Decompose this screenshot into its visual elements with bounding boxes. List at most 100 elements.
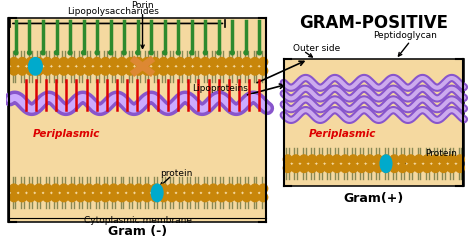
Circle shape xyxy=(324,164,333,173)
Circle shape xyxy=(365,155,374,164)
Circle shape xyxy=(122,51,126,55)
Circle shape xyxy=(95,51,99,55)
Circle shape xyxy=(35,58,43,66)
Circle shape xyxy=(101,184,110,193)
Circle shape xyxy=(439,164,448,173)
Text: Outer side: Outer side xyxy=(293,44,341,53)
Circle shape xyxy=(292,155,300,164)
Circle shape xyxy=(167,184,176,193)
Circle shape xyxy=(456,164,465,173)
Circle shape xyxy=(209,66,218,75)
Circle shape xyxy=(201,58,210,66)
Text: Lipopolysaccharides: Lipopolysaccharides xyxy=(67,7,159,16)
Circle shape xyxy=(283,155,292,164)
Text: Gram(+): Gram(+) xyxy=(343,192,403,205)
Circle shape xyxy=(184,66,193,75)
Circle shape xyxy=(209,184,218,193)
Circle shape xyxy=(55,51,58,55)
Circle shape xyxy=(51,66,60,75)
Circle shape xyxy=(167,58,176,66)
Circle shape xyxy=(226,58,235,66)
Circle shape xyxy=(201,66,210,75)
Ellipse shape xyxy=(151,184,163,202)
Circle shape xyxy=(192,193,201,202)
Circle shape xyxy=(163,51,167,55)
Circle shape xyxy=(333,164,341,173)
Circle shape xyxy=(93,193,101,202)
Circle shape xyxy=(159,58,168,66)
Circle shape xyxy=(18,184,27,193)
Circle shape xyxy=(167,66,176,75)
Circle shape xyxy=(151,58,160,66)
Circle shape xyxy=(35,193,43,202)
Circle shape xyxy=(447,164,456,173)
Circle shape xyxy=(226,184,235,193)
Circle shape xyxy=(109,193,118,202)
Circle shape xyxy=(143,58,151,66)
Circle shape xyxy=(18,58,27,66)
Circle shape xyxy=(209,58,218,66)
Circle shape xyxy=(68,193,76,202)
Circle shape xyxy=(143,193,151,202)
Circle shape xyxy=(143,184,151,193)
Circle shape xyxy=(218,58,226,66)
Circle shape xyxy=(41,51,45,55)
Circle shape xyxy=(365,164,374,173)
Circle shape xyxy=(43,193,52,202)
Circle shape xyxy=(415,155,423,164)
Circle shape xyxy=(84,193,93,202)
Circle shape xyxy=(43,66,52,75)
Text: Porin: Porin xyxy=(131,1,154,10)
Circle shape xyxy=(159,193,168,202)
Circle shape xyxy=(68,184,76,193)
Circle shape xyxy=(82,51,85,55)
Circle shape xyxy=(126,66,135,75)
Circle shape xyxy=(259,184,268,193)
Circle shape xyxy=(118,66,127,75)
Circle shape xyxy=(184,58,193,66)
Circle shape xyxy=(176,58,184,66)
Circle shape xyxy=(192,66,201,75)
Circle shape xyxy=(184,193,193,202)
Circle shape xyxy=(14,51,18,55)
Circle shape xyxy=(242,184,251,193)
Circle shape xyxy=(234,193,243,202)
Circle shape xyxy=(134,184,143,193)
Text: Periplasmic: Periplasmic xyxy=(33,129,100,139)
Circle shape xyxy=(230,51,234,55)
Circle shape xyxy=(203,51,207,55)
Circle shape xyxy=(59,58,68,66)
Circle shape xyxy=(51,58,60,66)
Circle shape xyxy=(333,155,341,164)
Circle shape xyxy=(43,184,52,193)
Circle shape xyxy=(134,58,143,66)
Circle shape xyxy=(218,66,226,75)
FancyBboxPatch shape xyxy=(284,60,464,186)
Circle shape xyxy=(27,51,31,55)
Circle shape xyxy=(93,58,101,66)
Circle shape xyxy=(35,66,43,75)
Circle shape xyxy=(251,66,259,75)
Circle shape xyxy=(126,193,135,202)
Circle shape xyxy=(167,193,176,202)
Circle shape xyxy=(218,193,226,202)
Circle shape xyxy=(68,58,76,66)
Circle shape xyxy=(9,58,18,66)
Circle shape xyxy=(201,193,210,202)
Circle shape xyxy=(18,193,27,202)
Circle shape xyxy=(68,51,72,55)
Circle shape xyxy=(357,164,366,173)
Circle shape xyxy=(126,58,135,66)
Circle shape xyxy=(176,184,184,193)
Circle shape xyxy=(257,51,261,55)
Circle shape xyxy=(341,164,349,173)
Text: GRAM-POSITIVE: GRAM-POSITIVE xyxy=(299,14,448,32)
Circle shape xyxy=(134,193,143,202)
Circle shape xyxy=(35,184,43,193)
Circle shape xyxy=(176,51,180,55)
Circle shape xyxy=(382,155,391,164)
Circle shape xyxy=(226,66,235,75)
Circle shape xyxy=(184,184,193,193)
Circle shape xyxy=(439,155,448,164)
Circle shape xyxy=(151,184,160,193)
